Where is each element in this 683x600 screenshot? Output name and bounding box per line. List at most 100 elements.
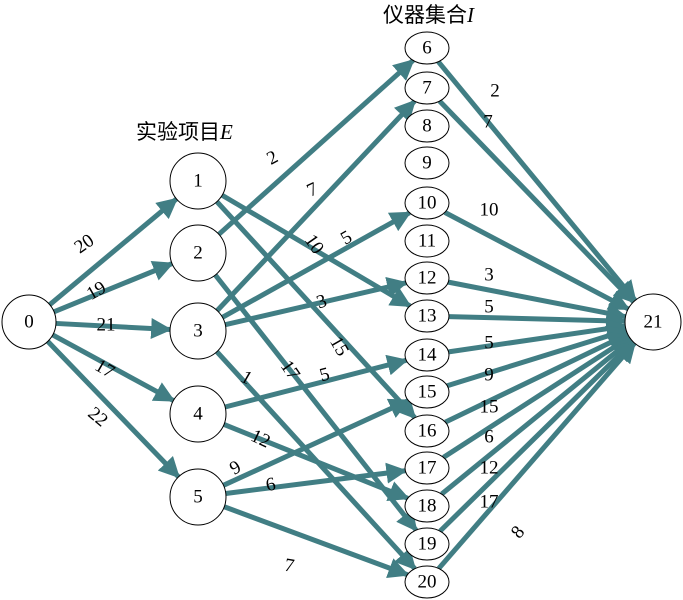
- node-circle: [404, 375, 450, 409]
- edge-4-14: [224, 354, 409, 410]
- node-label: 13: [418, 305, 437, 326]
- edge-label-0-5: 22: [84, 403, 112, 431]
- node-circle: [404, 186, 450, 220]
- node-label: 7: [422, 77, 432, 98]
- edge-6-21: [436, 60, 638, 303]
- node-label: 5: [193, 486, 203, 507]
- node-0: 0: [1, 294, 57, 350]
- edge-label-2-6: 2: [263, 146, 281, 169]
- edge-3-7: [215, 99, 417, 313]
- node-circle: [404, 527, 450, 561]
- edge-20-21: [436, 341, 637, 571]
- node-3: 3: [169, 302, 227, 360]
- node-14: 14: [404, 338, 450, 372]
- edge-label-16-21: 15: [480, 396, 499, 417]
- edge-15-21: [446, 325, 629, 389]
- edge-label-4-18: 12: [247, 425, 273, 452]
- edge-12-21: [447, 279, 628, 324]
- edge-label-10-21: 10: [480, 199, 499, 220]
- node-circle: [404, 299, 450, 333]
- edge-label-0-3: 21: [97, 314, 116, 335]
- edge-label-5-15: 9: [226, 457, 245, 480]
- node-label: 2: [193, 242, 203, 263]
- node-circle: [404, 451, 450, 485]
- edge-label-15-21: 9: [484, 364, 494, 385]
- edge-3-10: [221, 210, 412, 320]
- node-6: 6: [404, 31, 450, 65]
- node-label: 19: [418, 533, 437, 554]
- node-13: 13: [404, 299, 450, 333]
- node-16: 16: [404, 414, 450, 448]
- node-label: 14: [418, 344, 438, 365]
- node-circle: [404, 565, 450, 599]
- node-circle: [169, 152, 227, 210]
- node-1: 1: [169, 152, 227, 210]
- node-circle: [169, 302, 227, 360]
- edge-7-21: [437, 99, 636, 304]
- edge-10-21: [443, 210, 631, 312]
- node-circle: [404, 109, 450, 143]
- edge-label-18-21: 12: [480, 457, 499, 478]
- edge-4-18: [223, 422, 410, 501]
- edge-1-16: [215, 199, 417, 420]
- edge-19-21: [438, 339, 635, 533]
- node-label: 1: [193, 170, 203, 191]
- edge-2-6: [217, 58, 415, 237]
- node-circle: [169, 385, 227, 443]
- edge-3-12: [224, 276, 409, 328]
- node-label: 0: [24, 311, 34, 332]
- edge-label-13-21: 5: [484, 296, 494, 317]
- instruments-group-title: 仪器集合I: [383, 3, 475, 27]
- node-15: 15: [404, 375, 450, 409]
- node-circle: [169, 468, 227, 526]
- edge-label-5-20: 7: [283, 555, 296, 577]
- edge-label-3-10: 5: [337, 227, 356, 250]
- edge-label-12-21: 3: [484, 264, 494, 285]
- node-11: 11: [404, 224, 450, 258]
- node-label: 8: [422, 115, 432, 136]
- node-circle: [404, 489, 450, 523]
- node-label: 15: [418, 381, 437, 402]
- edge-label-14-21: 5: [484, 332, 494, 353]
- node-18: 18: [404, 489, 450, 523]
- edges-layer: [45, 58, 638, 578]
- node-label: 12: [418, 267, 437, 288]
- edge-0-2: [53, 261, 175, 315]
- edge-5-15: [222, 398, 411, 488]
- node-label: 6: [422, 37, 432, 58]
- node-7: 7: [404, 71, 450, 105]
- node-10: 10: [404, 186, 450, 220]
- node-label: 18: [418, 495, 437, 516]
- edge-0-4: [51, 332, 176, 403]
- node-4: 4: [169, 385, 227, 443]
- node-8: 8: [404, 109, 450, 143]
- node-label: 17: [418, 457, 437, 478]
- node-17: 17: [404, 451, 450, 485]
- edge-label-6-21: 2: [490, 80, 500, 101]
- node-label: 20: [418, 571, 437, 592]
- edge-label-17-21: 6: [484, 426, 494, 447]
- edge-0-1: [48, 197, 179, 307]
- node-21: 21: [624, 293, 682, 351]
- node-20: 20: [404, 565, 450, 599]
- edge-14-21: [448, 318, 628, 355]
- edge-5-17: [225, 462, 408, 496]
- node-circle: [169, 224, 227, 282]
- edge-5-20: [223, 504, 410, 578]
- node-label: 11: [418, 230, 436, 251]
- node-2: 2: [169, 224, 227, 282]
- edge-label-19-21: 17: [480, 491, 499, 512]
- node-5: 5: [169, 468, 227, 526]
- edge-label-0-1: 20: [71, 230, 99, 258]
- node-circle: [624, 293, 682, 351]
- edge-13-21: [448, 310, 628, 332]
- edge-18-21: [440, 337, 633, 497]
- node-circle: [404, 414, 450, 448]
- edge-label-3-20: 1: [238, 366, 254, 389]
- edge-label-5-17: 6: [264, 474, 278, 497]
- node-label: 10: [418, 192, 437, 213]
- node-circle: [404, 146, 450, 180]
- edge-label-20-21: 8: [507, 522, 529, 543]
